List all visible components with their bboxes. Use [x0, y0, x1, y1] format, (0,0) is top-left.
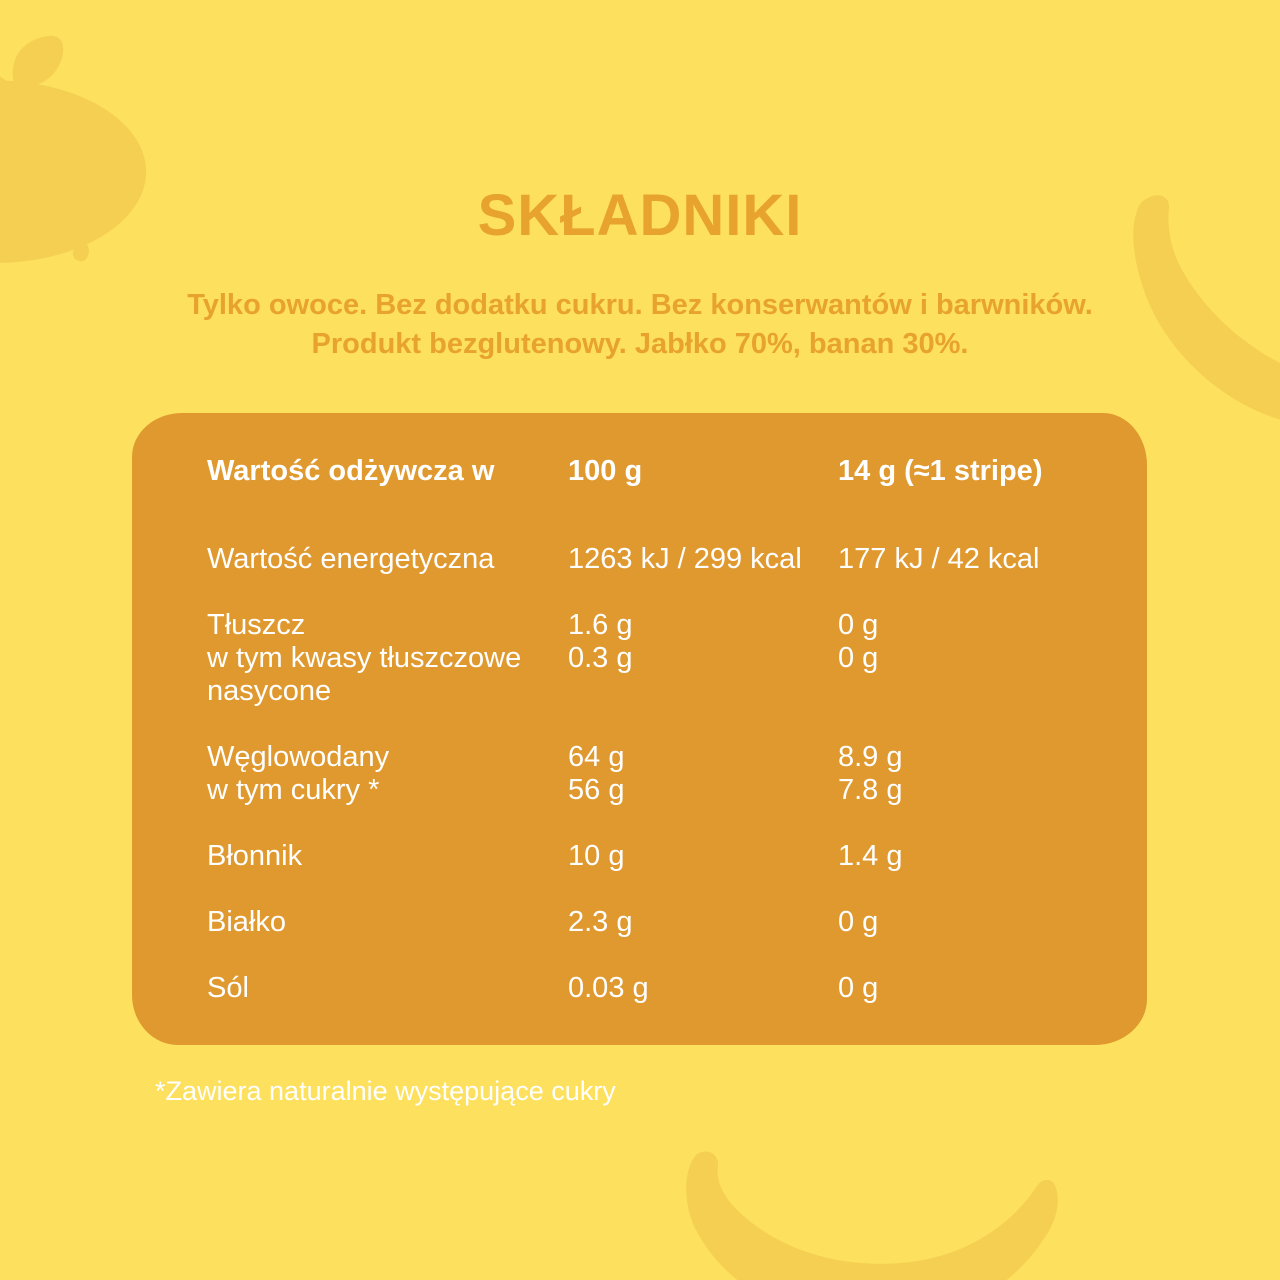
row-value-serving: 0 g 0 g: [838, 609, 879, 674]
row-value-serving: 177 kJ / 42 kcal: [838, 543, 1040, 575]
nutrition-table-panel: Wartość odżywcza w 100 g 14 g (≈1 stripe…: [132, 413, 1147, 1045]
row-value-100g: 10 g: [568, 840, 625, 872]
page-title: SKŁADNIKI: [477, 183, 803, 248]
row-value-serving: 0 g: [838, 972, 879, 1004]
row-label: Błonnik: [207, 840, 303, 872]
row-label: Tłuszcz w tym kwasy tłuszczowe nasycone: [207, 609, 522, 707]
apple-icon: [0, 35, 147, 263]
row-value-100g: 1263 kJ / 299 kcal: [568, 543, 802, 575]
table-row-fat: Tłuszcz w tym kwasy tłuszczowe nasycone …: [207, 609, 1117, 708]
table-row-fiber: Błonnik 10 g 1.4 g: [207, 840, 1117, 873]
table-row-carbs: Węglowodany w tym cukry * 64 g 56 g 8.9 …: [207, 741, 1117, 807]
row-label: Wartość energetyczna: [207, 543, 495, 575]
header-col-100g: 100 g: [568, 455, 643, 487]
row-value-100g: 1.6 g 0.3 g: [568, 609, 633, 674]
subtitle-line-1: Tylko owoce. Bez dodatku cukru. Bez kons…: [187, 289, 1093, 321]
table-row-energy: Wartość energetyczna 1263 kJ / 299 kcal …: [207, 543, 1117, 576]
header-col-serving: 14 g (≈1 stripe): [838, 455, 1043, 487]
row-label: Sól: [207, 972, 249, 1004]
table-row-protein: Białko 2.3 g 0 g: [207, 906, 1117, 939]
subtitle: Tylko owoce. Bez dodatku cukru. Bez kons…: [0, 286, 1280, 364]
table-row-salt: Sól 0.03 g 0 g: [207, 972, 1117, 1005]
row-value-100g: 2.3 g: [568, 906, 633, 938]
row-value-100g: 64 g 56 g: [568, 741, 625, 806]
row-label: Węglowodany w tym cukry *: [207, 741, 390, 806]
table-header-row: Wartość odżywcza w 100 g 14 g (≈1 stripe…: [207, 455, 1117, 488]
row-value-serving: 8.9 g 7.8 g: [838, 741, 903, 806]
row-value-serving: 0 g: [838, 906, 879, 938]
row-value-100g: 0.03 g: [568, 972, 649, 1004]
row-value-serving: 1.4 g: [838, 840, 903, 872]
header-label: Wartość odżywcza w: [207, 455, 495, 487]
banana-icon-bottom: [686, 1151, 1058, 1280]
sugars-footnote: *Zawiera naturalnie występujące cukry: [155, 1076, 616, 1106]
row-label: Białko: [207, 906, 286, 938]
subtitle-line-2: Produkt bezglutenowy. Jabłko 70%, banan …: [311, 328, 969, 360]
